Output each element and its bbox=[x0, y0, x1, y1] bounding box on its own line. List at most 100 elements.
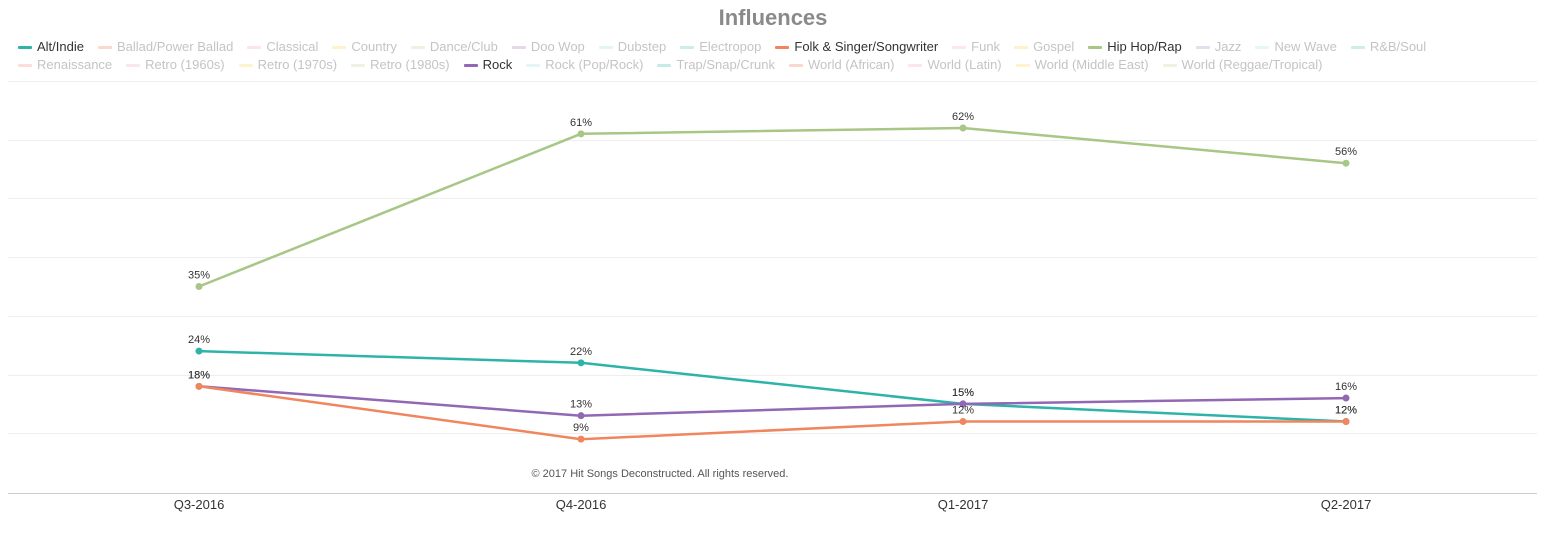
data-point-hip-hop-rap[interactable] bbox=[959, 124, 967, 132]
legend-swatch bbox=[18, 45, 32, 49]
legend-item-world-latin[interactable]: World (Latin) bbox=[908, 57, 1002, 73]
data-label-alt-indie: 24% bbox=[188, 334, 210, 346]
legend-swatch bbox=[908, 63, 923, 67]
legend-swatch bbox=[126, 63, 141, 67]
legend-item-renaissance[interactable]: Renaissance bbox=[18, 57, 112, 73]
legend-item-world-reggae-tropical[interactable]: World (Reggae/Tropical) bbox=[1162, 57, 1323, 73]
data-point-folk-singer-songwriter[interactable] bbox=[959, 418, 967, 426]
data-point-hip-hop-rap[interactable] bbox=[1342, 159, 1350, 167]
legend-label: Rock (Pop/Rock) bbox=[545, 57, 644, 72]
legend-item-doo-wop[interactable]: Doo Wop bbox=[511, 39, 585, 55]
legend-label: Rock bbox=[482, 57, 513, 72]
legend-item-classical[interactable]: Classical bbox=[247, 39, 318, 55]
legend-item-dance-club[interactable]: Dance/Club bbox=[410, 39, 498, 55]
data-point-alt-indie[interactable] bbox=[195, 347, 203, 355]
legend-label: Renaissance bbox=[37, 57, 113, 72]
data-label-rock: 13% bbox=[570, 399, 592, 411]
data-point-folk-singer-songwriter[interactable] bbox=[195, 382, 203, 390]
credits-text: © 2017 Hit Songs Deconstructed. All righ… bbox=[532, 468, 789, 480]
legend-label: Electropop bbox=[699, 39, 762, 54]
legend-label: Country bbox=[351, 39, 397, 54]
legend-label: Gospel bbox=[1033, 39, 1075, 54]
legend-swatch bbox=[598, 45, 613, 49]
legend-label: R&B/Soul bbox=[1369, 39, 1427, 54]
legend-swatch bbox=[410, 45, 425, 49]
data-label-alt-indie: 22% bbox=[570, 346, 592, 358]
series-line-alt-indie bbox=[198, 349, 1347, 423]
legend-item-r-b-soul[interactable]: R&B/Soul bbox=[1350, 39, 1427, 55]
legend-item-trap-snap-crunk[interactable]: Trap/Snap/Crunk bbox=[657, 57, 775, 73]
legend-swatch bbox=[1162, 63, 1177, 67]
legend-swatch bbox=[789, 63, 803, 67]
legend-item-ballad-power-ballad[interactable]: Ballad/Power Ballad bbox=[97, 39, 233, 55]
legend-label: Hip Hop/Rap bbox=[1107, 39, 1182, 54]
series-line-folk-singer-songwriter bbox=[198, 385, 1346, 441]
data-point-hip-hop-rap[interactable] bbox=[577, 130, 585, 138]
legend-item-gospel[interactable]: Gospel bbox=[1014, 39, 1074, 55]
legend-label: Retro (1980s) bbox=[370, 57, 450, 72]
legend-swatch bbox=[97, 45, 112, 49]
legend-item-world-african[interactable]: World (African) bbox=[789, 57, 894, 73]
chart-title: Influences bbox=[718, 5, 828, 30]
data-point-hip-hop-rap[interactable] bbox=[195, 283, 203, 290]
legend-item-dubstep[interactable]: Dubstep bbox=[598, 39, 667, 55]
data-label-folk-singer-songwriter: 18% bbox=[188, 369, 210, 381]
series-line-hip-hop-rap bbox=[198, 126, 1347, 288]
data-point-rock[interactable] bbox=[577, 412, 585, 420]
legend-label: Retro (1970s) bbox=[257, 57, 338, 72]
x-tick-label: Q4-2016 bbox=[556, 497, 607, 512]
data-label-rock: 15% bbox=[952, 387, 974, 399]
data-label-hip-hop-rap: 35% bbox=[188, 270, 210, 282]
data-point-folk-singer-songwriter[interactable] bbox=[1342, 418, 1350, 426]
legend-swatch bbox=[657, 63, 672, 67]
x-tick-label: Q1-2017 bbox=[938, 497, 989, 512]
legend-item-jazz[interactable]: Jazz bbox=[1195, 39, 1241, 55]
data-point-folk-singer-songwriter[interactable] bbox=[577, 435, 585, 443]
legend-swatch bbox=[952, 45, 967, 49]
legend-label: World (Latin) bbox=[927, 57, 1002, 72]
legend-label: World (Middle East) bbox=[1034, 57, 1149, 72]
data-point-alt-indie[interactable] bbox=[577, 359, 585, 367]
legend-item-funk[interactable]: Funk bbox=[952, 39, 1000, 55]
data-point-rock[interactable] bbox=[1342, 394, 1350, 402]
legend-label: New Wave bbox=[1274, 39, 1337, 54]
legend-label: Funk bbox=[971, 39, 1001, 54]
legend-item-alt-indie[interactable]: Alt/Indie bbox=[18, 39, 84, 55]
legend-swatch bbox=[1255, 45, 1270, 49]
legend-item-world-middle-east[interactable]: World (Middle East) bbox=[1015, 57, 1149, 73]
legend-item-retro-1980s[interactable]: Retro (1980s) bbox=[351, 57, 450, 73]
legend-swatch bbox=[1195, 45, 1210, 49]
legend-label: Classical bbox=[266, 39, 319, 54]
legend-swatch bbox=[1350, 45, 1365, 49]
legend-swatch bbox=[247, 45, 262, 49]
data-label-alt-indie: 15% bbox=[952, 387, 974, 399]
legend-swatch bbox=[1015, 63, 1030, 67]
legend-swatch bbox=[18, 63, 32, 67]
legend-item-hip-hop-rap[interactable]: Hip Hop/Rap bbox=[1088, 39, 1182, 55]
legend-swatch bbox=[526, 63, 541, 67]
legend-swatch bbox=[680, 45, 695, 49]
legend-item-rock[interactable]: Rock bbox=[463, 57, 513, 73]
data-label-rock: 18% bbox=[188, 369, 210, 381]
legend-label: Dubstep bbox=[617, 39, 667, 54]
legend-item-retro-1960s[interactable]: Retro (1960s) bbox=[126, 57, 225, 73]
legend-item-retro-1970s[interactable]: Retro (1970s) bbox=[238, 57, 338, 73]
legend-label: Doo Wop bbox=[530, 39, 585, 54]
data-point-rock[interactable] bbox=[959, 400, 967, 408]
legend-item-folk-singer-songwriter[interactable]: Folk & Singer/Songwriter bbox=[775, 39, 938, 55]
legend-label: World (Reggae/Tropical) bbox=[1181, 57, 1323, 72]
legend-swatch bbox=[511, 45, 526, 49]
legend-item-country[interactable]: Country bbox=[332, 39, 397, 55]
legend-item-electropop[interactable]: Electropop bbox=[680, 39, 761, 55]
legend-swatch bbox=[238, 63, 253, 67]
legend-swatch bbox=[463, 63, 478, 67]
legend-item-new-wave[interactable]: New Wave bbox=[1255, 39, 1337, 55]
legend-label: Trap/Snap/Crunk bbox=[676, 57, 775, 72]
data-label-folk-singer-songwriter: 9% bbox=[573, 422, 589, 434]
x-tick-label: Q3-2016 bbox=[174, 497, 225, 512]
legend-item-rock-pop-rock[interactable]: Rock (Pop/Rock) bbox=[526, 57, 643, 73]
legend-label: Folk & Singer/Songwriter bbox=[794, 39, 939, 54]
data-label-hip-hop-rap: 62% bbox=[952, 111, 974, 123]
